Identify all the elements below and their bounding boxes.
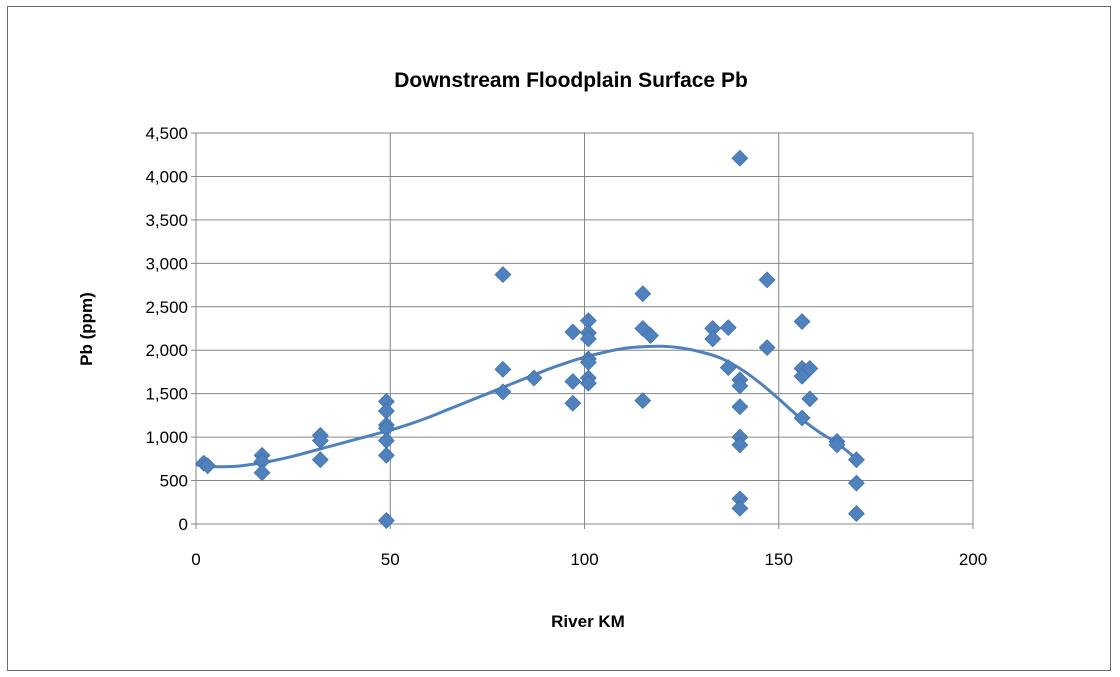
data-point <box>377 512 395 529</box>
data-point <box>634 285 652 303</box>
data-point <box>494 266 512 284</box>
data-point <box>793 409 811 427</box>
data-point <box>758 271 776 289</box>
data-point <box>525 369 543 387</box>
data-point <box>731 436 749 454</box>
data-point <box>828 436 846 454</box>
data-point <box>377 446 395 464</box>
y-tick-label: 1,500 <box>145 385 188 404</box>
x-tick-label: 100 <box>570 550 598 569</box>
data-point <box>494 360 512 378</box>
data-point <box>564 323 582 341</box>
data-point <box>848 474 865 492</box>
y-axis-title: Pb (ppm) <box>77 292 96 366</box>
y-tick-labels: 0 500 1,000 1,500 2,000 2,500 3,000 3,500 4,000 4… <box>145 124 188 534</box>
data-point <box>731 398 749 416</box>
x-tick-label: 150 <box>765 550 793 569</box>
data-point <box>801 360 819 377</box>
data-point <box>311 432 329 450</box>
data-point <box>634 392 652 410</box>
data-point <box>564 373 582 390</box>
x-axis-title: River KM <box>551 612 625 631</box>
data-point <box>642 327 659 344</box>
y-tick-label: 2,500 <box>145 298 188 317</box>
data-point <box>564 394 582 412</box>
data-point <box>793 313 811 330</box>
x-tick-label: 50 <box>381 550 400 569</box>
x-tick-labels: 0 50 100 150 200 <box>191 550 987 569</box>
chart-frame: Downstream Floodplain Surface Pb 0 500 1,0… <box>7 6 1111 671</box>
y-tick-label: 1,000 <box>145 428 188 447</box>
trendline <box>195 344 858 469</box>
data-points <box>195 149 865 529</box>
scatter-chart: Downstream Floodplain Surface Pb 05001,0… <box>77 69 987 631</box>
data-point <box>758 339 776 357</box>
axes <box>191 132 974 529</box>
data-point <box>579 374 597 392</box>
x-tick-label: 0 <box>191 550 200 569</box>
data-point <box>719 359 737 377</box>
data-point <box>801 390 819 408</box>
data-point <box>199 457 217 475</box>
y-tick-label: 0 <box>179 515 188 534</box>
y-tick-label: 4,000 <box>145 167 188 186</box>
y-tick-label: 3,500 <box>145 211 188 230</box>
y-tick-label: 3,000 <box>145 254 188 273</box>
data-point <box>253 464 271 482</box>
data-point <box>731 499 749 517</box>
y-tick-label: 500 <box>160 472 188 491</box>
x-tick-label: 200 <box>959 550 987 569</box>
data-point <box>579 330 597 348</box>
data-point <box>731 377 749 395</box>
data-point <box>719 319 737 337</box>
data-point <box>311 451 329 469</box>
data-point <box>848 505 865 522</box>
y-tick-label: 2,000 <box>145 341 188 360</box>
data-point <box>704 330 722 348</box>
gridlines <box>196 132 974 524</box>
chart-title: Downstream Floodplain Surface Pb <box>394 69 748 92</box>
y-tick-label: 4,500 <box>145 124 188 143</box>
data-point <box>848 451 865 469</box>
data-point <box>377 432 395 450</box>
data-point <box>731 149 749 167</box>
data-point <box>494 383 512 401</box>
